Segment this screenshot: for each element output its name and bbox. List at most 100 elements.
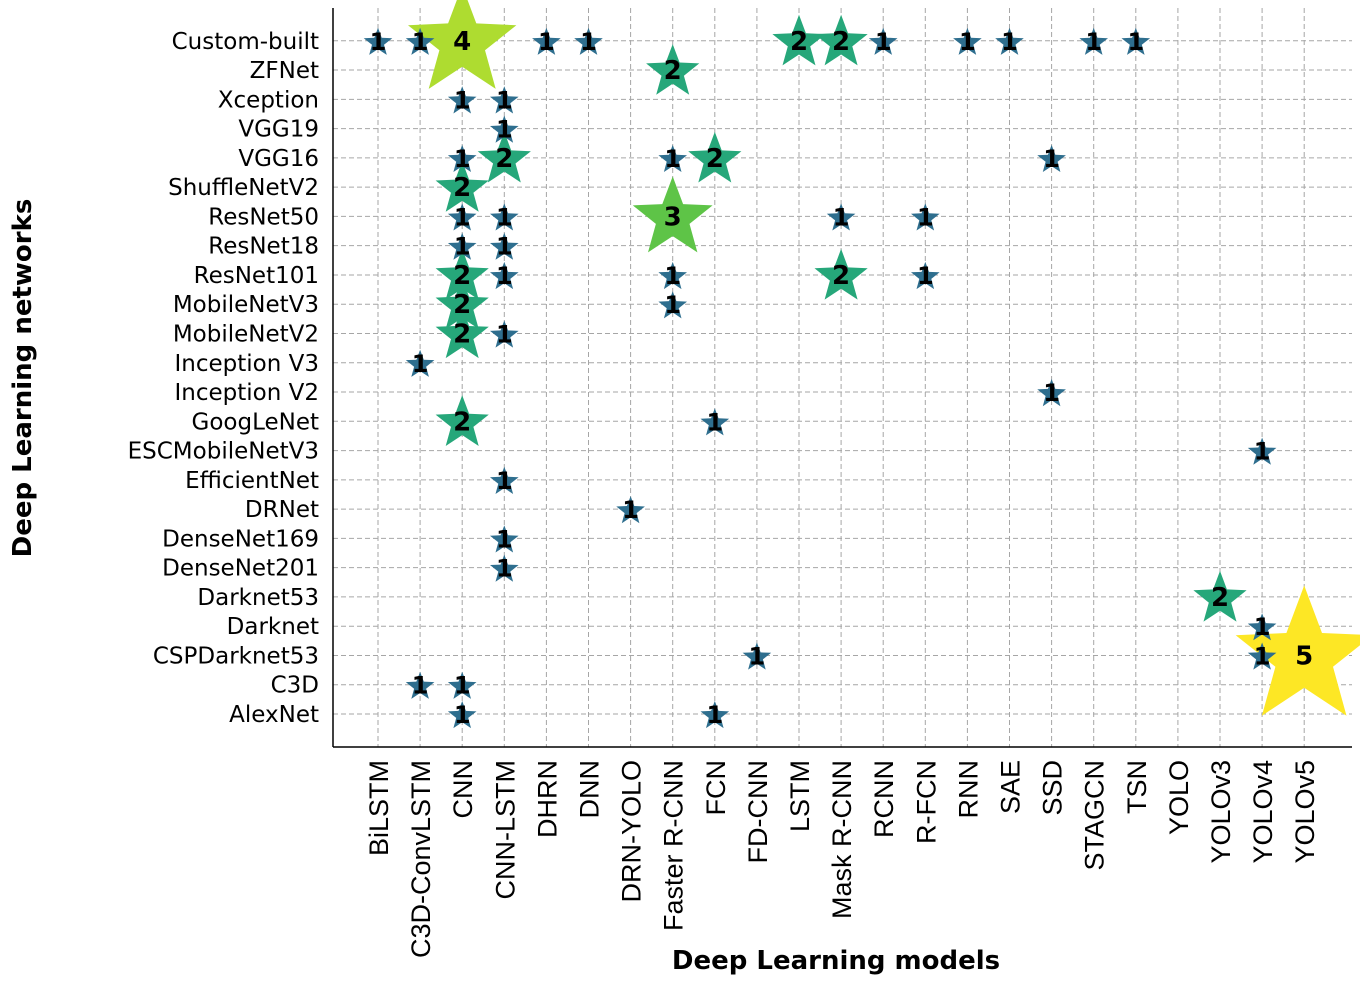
count-label: 1 bbox=[1001, 28, 1018, 56]
y-tick-labels: AlexNet C3D CSPDarknet53 Darknet Darknet53 De… bbox=[128, 29, 319, 728]
star-marker bbox=[447, 86, 477, 114]
star-marker bbox=[1037, 379, 1066, 407]
count-label: 1 bbox=[1127, 28, 1144, 56]
x-tick-label: YOLOv5 bbox=[1290, 760, 1320, 864]
y-tick-label: GoogLeNet bbox=[192, 409, 320, 435]
x-tick-label: DRN-YOLO bbox=[617, 760, 647, 903]
y-tick-label: ShuffleNetV2 bbox=[168, 175, 319, 201]
x-tick-label: CNN bbox=[448, 760, 478, 819]
y-tick-label: ESCMobileNetV3 bbox=[128, 439, 319, 465]
star-marker bbox=[574, 27, 603, 55]
star-marker bbox=[995, 27, 1024, 55]
count-label: 1 bbox=[664, 262, 681, 290]
count-label: 2 bbox=[453, 173, 471, 203]
star-marker bbox=[742, 642, 772, 670]
y-tick-label: MobileNetV2 bbox=[173, 321, 319, 347]
count-label: 1 bbox=[1254, 642, 1271, 670]
star-marker bbox=[868, 27, 898, 55]
y-tick-label: DRNet bbox=[245, 497, 319, 523]
count-label: 1 bbox=[496, 262, 513, 290]
count-label: 1 bbox=[496, 233, 513, 261]
x-tick-label: YOLOv4 bbox=[1248, 760, 1278, 864]
y-tick-label: VGG19 bbox=[238, 117, 319, 143]
x-tick-label: Faster R-CNN bbox=[659, 760, 689, 931]
star-marker bbox=[658, 144, 687, 172]
count-label: 1 bbox=[622, 496, 639, 524]
count-label: 1 bbox=[664, 145, 681, 173]
star-marker bbox=[490, 466, 519, 494]
y-tick-label: ResNet101 bbox=[194, 263, 319, 289]
count-label: 2 bbox=[790, 27, 808, 57]
y-tick-label: Inception V2 bbox=[175, 380, 320, 406]
star-marker bbox=[490, 554, 519, 582]
y-tick-label: Darknet bbox=[227, 614, 319, 640]
count-label: 5 bbox=[1295, 641, 1313, 671]
star-marker bbox=[646, 44, 700, 95]
count-label: 1 bbox=[412, 350, 429, 378]
star-marker bbox=[911, 261, 940, 290]
count-label: 1 bbox=[412, 28, 429, 56]
x-tick-label: BiLSTM bbox=[364, 760, 394, 856]
star-marker bbox=[447, 203, 477, 231]
y-tick-label: Inception V3 bbox=[175, 351, 320, 377]
x-tick-label: DHRN bbox=[532, 760, 562, 838]
star-marker bbox=[490, 115, 519, 143]
count-label: 1 bbox=[496, 320, 513, 348]
count-label: 2 bbox=[453, 319, 471, 349]
y-tick-label: Custom-built bbox=[172, 29, 319, 55]
count-label: 2 bbox=[495, 144, 513, 174]
count-label: 2 bbox=[1211, 583, 1229, 613]
star-marker bbox=[1193, 570, 1247, 622]
y-tick-label: C3D bbox=[271, 673, 319, 699]
y-tick-label: EfficientNet bbox=[185, 468, 319, 494]
count-label: 1 bbox=[370, 28, 387, 56]
star-marker bbox=[1079, 27, 1108, 55]
count-label: 1 bbox=[917, 203, 934, 231]
x-tick-label: RCNN bbox=[869, 760, 899, 838]
star-marker bbox=[826, 203, 856, 231]
star-marker bbox=[435, 395, 489, 446]
x-tick-label: C3D-ConvLSTM bbox=[406, 760, 436, 958]
star-marker bbox=[1247, 642, 1277, 670]
count-label: 1 bbox=[1085, 28, 1102, 56]
count-label: 1 bbox=[1043, 379, 1060, 407]
count-label: 1 bbox=[454, 86, 471, 114]
y-tick-label: MobileNetV3 bbox=[173, 292, 319, 318]
x-tick-label: DNN bbox=[575, 760, 605, 819]
star-marker bbox=[1247, 437, 1277, 465]
count-label: 2 bbox=[453, 407, 471, 437]
grid-lines bbox=[333, 8, 1352, 747]
count-label: 1 bbox=[706, 701, 723, 729]
star-marker bbox=[435, 161, 489, 212]
y-tick-label: DenseNet201 bbox=[162, 556, 319, 582]
star-marker bbox=[447, 701, 477, 729]
star-marker bbox=[532, 27, 561, 55]
star-marker bbox=[490, 86, 519, 114]
star-marker bbox=[363, 27, 393, 55]
axis-spines bbox=[332, 8, 1352, 748]
x-tick-label: TSN bbox=[1122, 760, 1152, 814]
star-marker bbox=[658, 291, 687, 319]
star-marker bbox=[405, 27, 435, 55]
star-marker bbox=[447, 671, 477, 699]
star-marker bbox=[1247, 613, 1277, 641]
count-label: 1 bbox=[496, 555, 513, 583]
count-label: 1 bbox=[875, 28, 892, 56]
count-label: 2 bbox=[832, 261, 850, 291]
star-marker bbox=[688, 131, 742, 183]
count-label: 2 bbox=[664, 56, 682, 86]
count-label: 1 bbox=[580, 28, 597, 56]
count-label: 1 bbox=[1043, 145, 1060, 173]
count-label: 4 bbox=[453, 27, 471, 57]
count-label: 1 bbox=[496, 525, 513, 553]
x-tick-label: LSTM bbox=[785, 760, 815, 832]
x-tick-label: Mask R-CNN bbox=[827, 760, 857, 919]
star-marker bbox=[658, 261, 687, 290]
star-marker bbox=[447, 144, 477, 172]
count-label: 1 bbox=[496, 116, 513, 144]
x-tick-label: YOLOv3 bbox=[1206, 760, 1236, 864]
star-marker bbox=[700, 701, 730, 729]
x-tick-label: STAGCN bbox=[1080, 760, 1110, 871]
